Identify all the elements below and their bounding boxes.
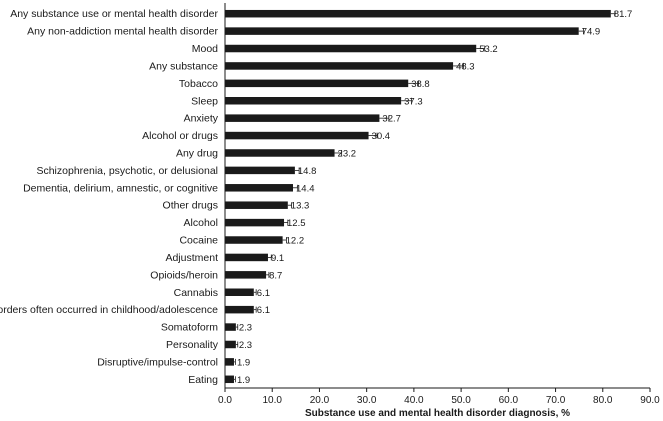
bar [225, 253, 268, 262]
bar [225, 305, 254, 314]
data-label: 12.2 [286, 236, 305, 247]
category-label: Eating [188, 374, 218, 386]
x-tick-label: 40.0 [404, 395, 424, 406]
data-label: 30.4 [372, 131, 391, 142]
bar [225, 44, 477, 53]
category-label: Mood [192, 43, 218, 55]
data-label: 53.2 [479, 44, 498, 55]
x-tick-label: 20.0 [310, 395, 330, 406]
category-label: Tobacco [179, 78, 218, 90]
data-label: 2.3 [239, 340, 252, 351]
category-label: Any substance use or mental health disor… [10, 8, 218, 20]
bar [225, 184, 293, 192]
x-tick-label: 50.0 [451, 395, 471, 406]
category-label: Alcohol or drugs [142, 130, 218, 142]
data-label: 12.5 [287, 218, 306, 229]
data-label: 13.3 [291, 201, 310, 212]
bar [225, 218, 285, 227]
bar [225, 201, 288, 209]
x-tick-label: 80.0 [593, 395, 613, 406]
category-label: Somatoform [161, 322, 218, 334]
data-label: 37.3 [404, 96, 423, 107]
category-label: Schizophrenia, psychotic, or delusional [36, 165, 218, 177]
category-label: Cannabis [174, 287, 218, 299]
data-label: 14.4 [296, 183, 315, 194]
category-label: Cocaine [179, 235, 218, 247]
bar [225, 27, 579, 35]
category-label: Adjustment [165, 252, 218, 264]
bar [225, 97, 402, 105]
data-label: 23.2 [338, 148, 357, 159]
bar [225, 288, 254, 296]
data-label: 48.3 [456, 61, 475, 72]
category-label: Disruptive/impulse-control [97, 356, 218, 368]
data-label: 32.7 [382, 114, 401, 125]
data-label: 14.8 [298, 166, 317, 177]
category-label: Other drugs [163, 200, 218, 212]
data-label: 6.1 [257, 305, 270, 316]
bar [225, 358, 234, 366]
data-label: 1.9 [237, 357, 250, 368]
bar [225, 149, 335, 157]
data-label: 1.9 [237, 375, 250, 386]
category-label: Dementia, delirium, amnestic, or cogniti… [23, 182, 218, 194]
bar [225, 79, 409, 88]
bar [225, 62, 454, 70]
x-tick-label: 10.0 [262, 395, 282, 406]
x-tick-label: 30.0 [357, 395, 377, 406]
data-label: 9.1 [271, 253, 284, 264]
data-label: 38.8 [411, 79, 430, 90]
category-label: Personality [166, 339, 219, 351]
data-label: 2.3 [239, 323, 252, 334]
category-label: Any drug [176, 147, 218, 159]
category-label: Disorders often occurred in childhood/ad… [0, 304, 218, 316]
category-label: Sleep [191, 95, 218, 107]
x-axis-title: Substance use and mental health disorder… [305, 408, 570, 419]
bar [225, 166, 295, 175]
bar [225, 114, 380, 122]
category-label: Any substance [149, 60, 218, 72]
bar [225, 131, 369, 140]
data-label: 8.7 [269, 270, 282, 281]
category-label: Anxiety [184, 113, 219, 125]
x-tick-label: 0.0 [218, 395, 232, 406]
data-label: 74.9 [582, 27, 601, 38]
x-tick-label: 90.0 [640, 395, 660, 406]
bar [225, 9, 611, 18]
x-tick-label: 70.0 [546, 395, 566, 406]
bar [225, 323, 236, 331]
bar [225, 236, 283, 244]
data-label: 6.1 [257, 288, 270, 299]
bar [225, 271, 267, 279]
bar [225, 375, 234, 384]
data-label: 81.7 [614, 9, 633, 20]
x-tick-label: 60.0 [499, 395, 519, 406]
category-label: Opioids/heroin [150, 269, 218, 281]
category-label: Any non-addiction mental health disorder [27, 26, 218, 38]
bar [225, 340, 236, 349]
category-label: Alcohol [184, 217, 218, 229]
